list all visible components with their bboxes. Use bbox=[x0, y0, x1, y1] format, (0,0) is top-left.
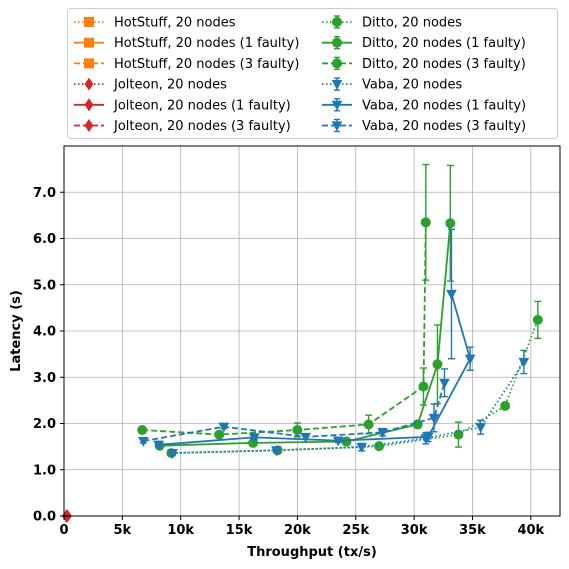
data-point bbox=[420, 217, 431, 228]
legend: HotStuff, 20 nodes HotStuff, 20 nodes (1 … bbox=[67, 8, 558, 139]
legend-marker bbox=[84, 58, 94, 69]
legend-marker bbox=[332, 37, 342, 48]
grid bbox=[63, 146, 560, 517]
data-point bbox=[432, 359, 443, 370]
legend-label: Vaba, 20 nodes (1 faulty) bbox=[362, 98, 526, 113]
y-tick-label: 6.0 bbox=[33, 232, 56, 247]
series-line bbox=[159, 223, 452, 447]
legend-marker bbox=[331, 80, 343, 90]
legend-label: Vaba, 20 nodes bbox=[362, 78, 462, 93]
data-point bbox=[532, 314, 543, 325]
data-point bbox=[248, 433, 260, 444]
legend-label: HotStuff, 20 nodes bbox=[114, 16, 236, 31]
x-tick-label: 25k bbox=[342, 523, 369, 538]
data-point bbox=[300, 432, 311, 443]
data-point bbox=[218, 422, 230, 433]
y-tick-label: 3.0 bbox=[33, 371, 56, 386]
legend-label: HotStuff, 20 nodes (1 faulty) bbox=[114, 36, 299, 51]
data-point bbox=[418, 381, 429, 392]
y-tick-label: 2.0 bbox=[33, 417, 56, 432]
data-point bbox=[214, 429, 225, 440]
legend-marker bbox=[84, 118, 94, 133]
legend-label: HotStuff, 20 nodes (3 faulty) bbox=[114, 57, 299, 72]
series-line bbox=[143, 382, 446, 442]
x-tick-label: 40k bbox=[517, 523, 544, 538]
data-point bbox=[500, 400, 511, 411]
legend-marker bbox=[331, 100, 343, 111]
legend-label: Jolteon, 20 nodes (3 faulty) bbox=[113, 119, 291, 134]
y-tick-label: 1.0 bbox=[33, 463, 56, 478]
legend-label: Jolteon, 20 nodes bbox=[113, 78, 227, 93]
data-point bbox=[271, 446, 282, 457]
data-point bbox=[341, 436, 352, 447]
series-7 bbox=[154, 164, 456, 451]
data-point bbox=[374, 441, 385, 452]
data-point bbox=[377, 428, 388, 439]
data-point bbox=[518, 357, 530, 368]
data-point bbox=[167, 449, 178, 459]
y-tick-label: 0.0 bbox=[33, 510, 56, 525]
x-tick-label: 20k bbox=[284, 523, 311, 538]
data-point bbox=[446, 289, 457, 300]
legend-label: Jolteon, 20 nodes (1 faulty) bbox=[113, 98, 291, 113]
data-point bbox=[356, 442, 367, 453]
legend-marker bbox=[84, 17, 94, 27]
legend-label: Ditto, 20 nodes (1 faulty) bbox=[362, 36, 526, 51]
data-point bbox=[422, 432, 434, 443]
data-point bbox=[439, 378, 450, 389]
x-tick-label: 0 bbox=[59, 523, 68, 538]
series-8 bbox=[137, 163, 431, 440]
legend-marker bbox=[332, 58, 342, 69]
legend-label: Ditto, 20 nodes (3 faulty) bbox=[362, 57, 526, 72]
series-10 bbox=[153, 228, 476, 451]
legend-box bbox=[67, 8, 558, 139]
data-point bbox=[153, 440, 164, 451]
series-line bbox=[171, 319, 539, 454]
series-line bbox=[142, 222, 427, 436]
legend-label: Ditto, 20 nodes bbox=[362, 16, 462, 31]
data-point bbox=[363, 419, 374, 430]
series-11 bbox=[138, 368, 450, 447]
data-point bbox=[445, 218, 456, 229]
legend-marker bbox=[84, 37, 94, 48]
legend-marker bbox=[84, 98, 94, 112]
x-tick-label: 30k bbox=[401, 523, 428, 538]
data-point bbox=[475, 423, 486, 433]
data-point bbox=[137, 424, 148, 435]
x-tick-label: 15k bbox=[226, 523, 253, 538]
x-axis-label: Throughput (tx/s) bbox=[247, 545, 377, 560]
y-tick-label: 7.0 bbox=[33, 186, 56, 201]
x-tick-label: 35k bbox=[459, 523, 486, 538]
data-point bbox=[464, 354, 476, 365]
y-axis-label: Latency (s) bbox=[9, 290, 24, 372]
data-point bbox=[332, 436, 344, 447]
series-line bbox=[158, 293, 472, 446]
x-tick-label: 10k bbox=[167, 523, 194, 538]
legend-marker bbox=[331, 121, 343, 132]
data-point bbox=[138, 436, 149, 447]
data-point bbox=[428, 413, 440, 424]
data-point bbox=[292, 424, 303, 435]
y-tick-label: 4.0 bbox=[33, 325, 56, 340]
legend-label: Vaba, 20 nodes (3 faulty) bbox=[362, 119, 526, 134]
y-tick-label: 5.0 bbox=[33, 278, 56, 293]
ticks: 0 5k 10k 15k 20k 25k 30k 35k 40k 0.0 1.0 2.0 3.0 4.0 5… bbox=[33, 186, 545, 538]
x-tick-label: 5k bbox=[114, 523, 132, 538]
series-layer bbox=[61, 163, 543, 523]
legend-marker bbox=[332, 17, 342, 27]
legend-marker bbox=[84, 77, 94, 91]
